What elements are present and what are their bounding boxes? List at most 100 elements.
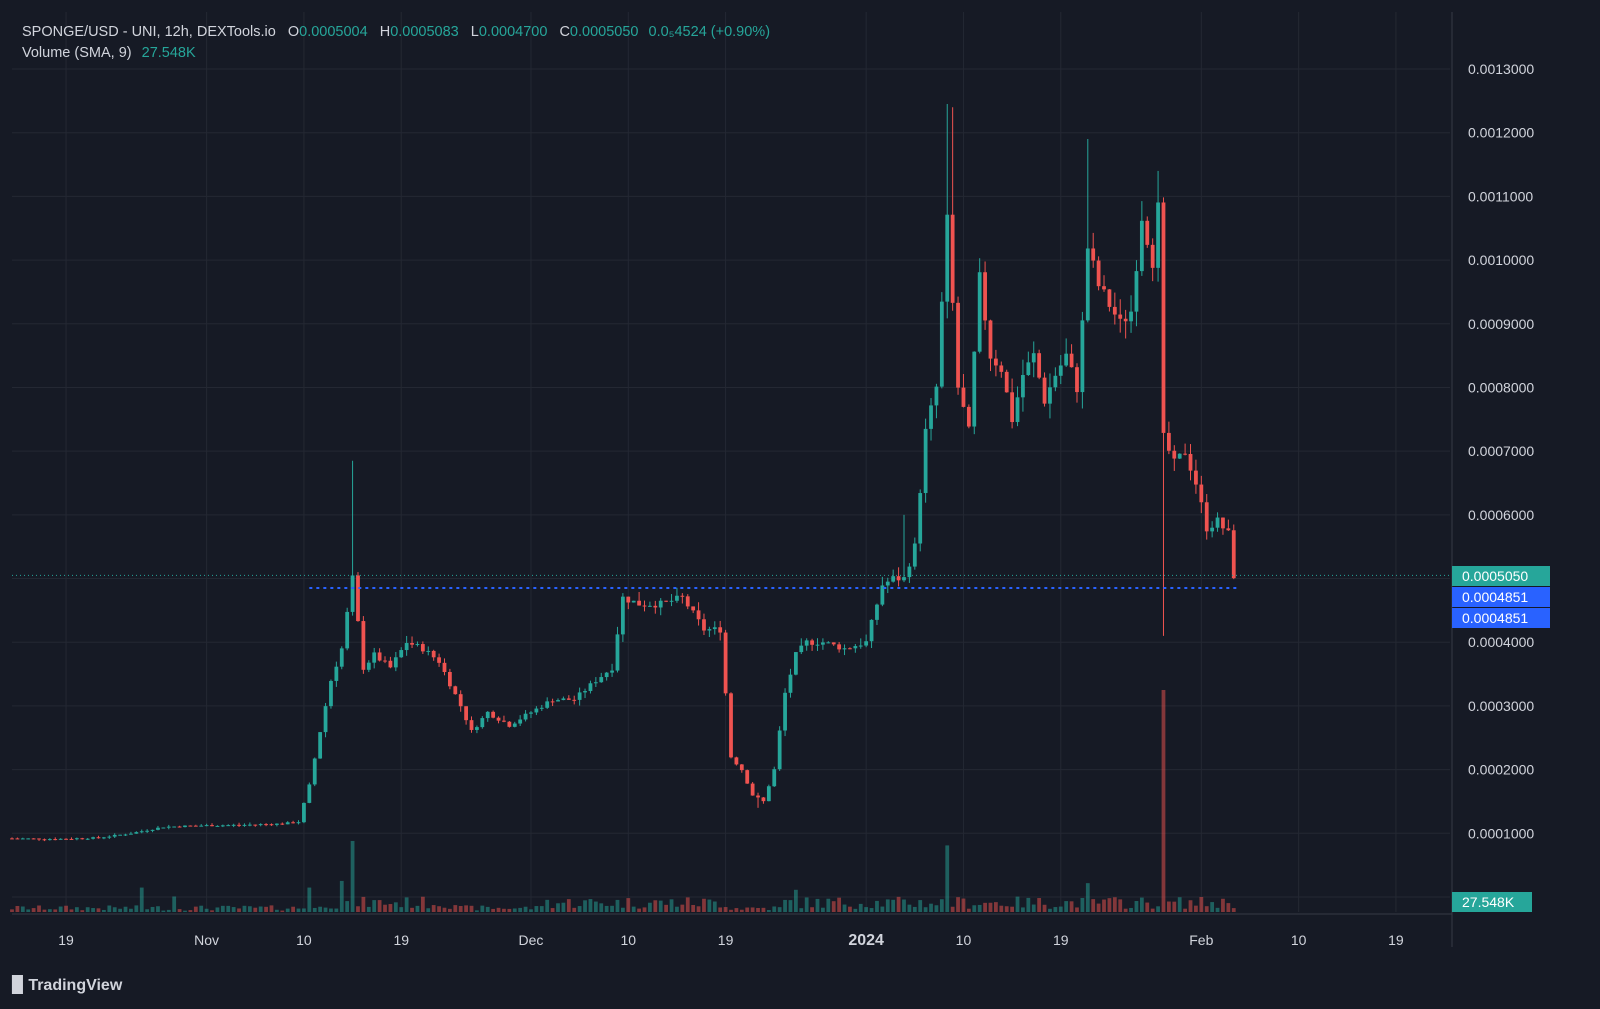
candle-body xyxy=(1096,260,1101,287)
volume-bar xyxy=(247,906,252,912)
legend-volume-label[interactable]: Volume (SMA, 9) xyxy=(22,45,132,61)
volume-bar xyxy=(761,907,766,912)
candle-body xyxy=(242,824,247,826)
legend-symbol[interactable]: SPONGE/USD - UNI, 12h, DEXTools.io xyxy=(22,24,276,40)
candle-body xyxy=(939,301,944,387)
volume-bar xyxy=(1021,907,1025,912)
volume-bar xyxy=(285,908,290,912)
candle-body xyxy=(85,838,90,840)
candle-body xyxy=(610,670,614,673)
candle-body xyxy=(377,652,382,661)
candle-body xyxy=(1004,371,1009,393)
candle-body xyxy=(702,619,706,631)
candle-body xyxy=(826,642,831,644)
volume-bar xyxy=(96,908,101,912)
candle-body xyxy=(134,832,139,834)
volume-bar xyxy=(1183,908,1187,912)
volume-bar xyxy=(680,904,685,912)
candle-body xyxy=(999,365,1004,372)
volume-bar xyxy=(388,904,393,912)
candle-body xyxy=(923,428,928,494)
volume-bar xyxy=(529,909,533,912)
y-tick-label: 0.0002000 xyxy=(1468,762,1534,778)
candle-body xyxy=(220,825,225,827)
candle-body xyxy=(247,824,252,826)
volume-bar xyxy=(334,908,339,912)
candle-body xyxy=(977,272,982,352)
candle-body xyxy=(15,838,20,840)
candle-body xyxy=(480,718,485,728)
candle-body xyxy=(1064,353,1069,366)
candle-body xyxy=(718,627,723,633)
candle-body xyxy=(139,831,144,833)
volume-bar xyxy=(53,909,58,912)
candle-body xyxy=(156,827,160,830)
volume-bar xyxy=(220,905,225,912)
volume-bar xyxy=(437,906,441,912)
volume-bar xyxy=(653,900,658,912)
volume-bar xyxy=(545,899,550,912)
candle-body xyxy=(102,837,106,839)
candle-body xyxy=(523,713,528,720)
candle-body xyxy=(172,826,177,828)
candle-body xyxy=(593,682,598,684)
volume-bar xyxy=(648,902,652,912)
candle-body xyxy=(864,641,869,646)
volume-bar xyxy=(783,899,787,912)
volume-bar xyxy=(729,909,733,912)
y-tick-label: 0.0004000 xyxy=(1468,634,1534,650)
candle-body xyxy=(64,838,68,840)
candle-body xyxy=(804,640,809,646)
candle-body xyxy=(793,652,798,675)
candle-body xyxy=(729,693,733,758)
volume-bar xyxy=(1010,906,1015,912)
legend-low-label: L xyxy=(470,24,479,40)
candle-body xyxy=(1221,517,1225,529)
candle-body xyxy=(1010,392,1015,423)
candle-body xyxy=(415,644,420,646)
volume-bar xyxy=(1075,907,1079,912)
candle-body xyxy=(1107,289,1112,307)
candle-body xyxy=(934,386,939,406)
tradingview-logo[interactable]: ▉ TradingView xyxy=(12,975,122,995)
candle-body xyxy=(329,680,333,707)
candle-body xyxy=(280,823,285,825)
volume-bar xyxy=(1156,906,1160,912)
candle-body xyxy=(680,595,685,597)
candle-body xyxy=(58,838,63,840)
x-tick-label: 2024 xyxy=(848,932,884,949)
candle-body xyxy=(431,650,436,658)
candle-body xyxy=(529,712,533,714)
candle-body xyxy=(734,757,739,765)
volume-bar xyxy=(1118,899,1123,912)
volume-bar xyxy=(1085,883,1090,912)
volume-bar xyxy=(329,908,333,912)
volume-bar xyxy=(166,909,171,912)
y-tick-label: 0.0003000 xyxy=(1468,698,1534,714)
candle-body xyxy=(1161,202,1166,433)
volume-bar xyxy=(1145,902,1150,912)
volume-bar xyxy=(291,906,296,912)
candle-body xyxy=(604,672,609,678)
volume-bar xyxy=(226,905,231,912)
price-marker-label: 0.0004851 xyxy=(1462,610,1528,626)
candle-body xyxy=(1123,318,1128,322)
volume-bar xyxy=(1177,897,1182,912)
volume-bar xyxy=(950,906,955,912)
candle-body xyxy=(1204,502,1209,532)
candle-body xyxy=(275,823,279,825)
volume-bar xyxy=(1161,690,1166,912)
volume-bar xyxy=(929,903,933,912)
x-tick-label: 10 xyxy=(296,932,312,948)
x-tick-label: 19 xyxy=(1388,932,1404,948)
volume-bar xyxy=(1172,901,1177,912)
volume-bar xyxy=(902,899,906,912)
candle-body xyxy=(1156,202,1160,268)
volume-bar xyxy=(1231,908,1236,912)
volume-bar xyxy=(393,902,398,912)
candle-body xyxy=(566,698,571,700)
candle-body xyxy=(264,824,268,826)
candle-body xyxy=(285,822,290,825)
